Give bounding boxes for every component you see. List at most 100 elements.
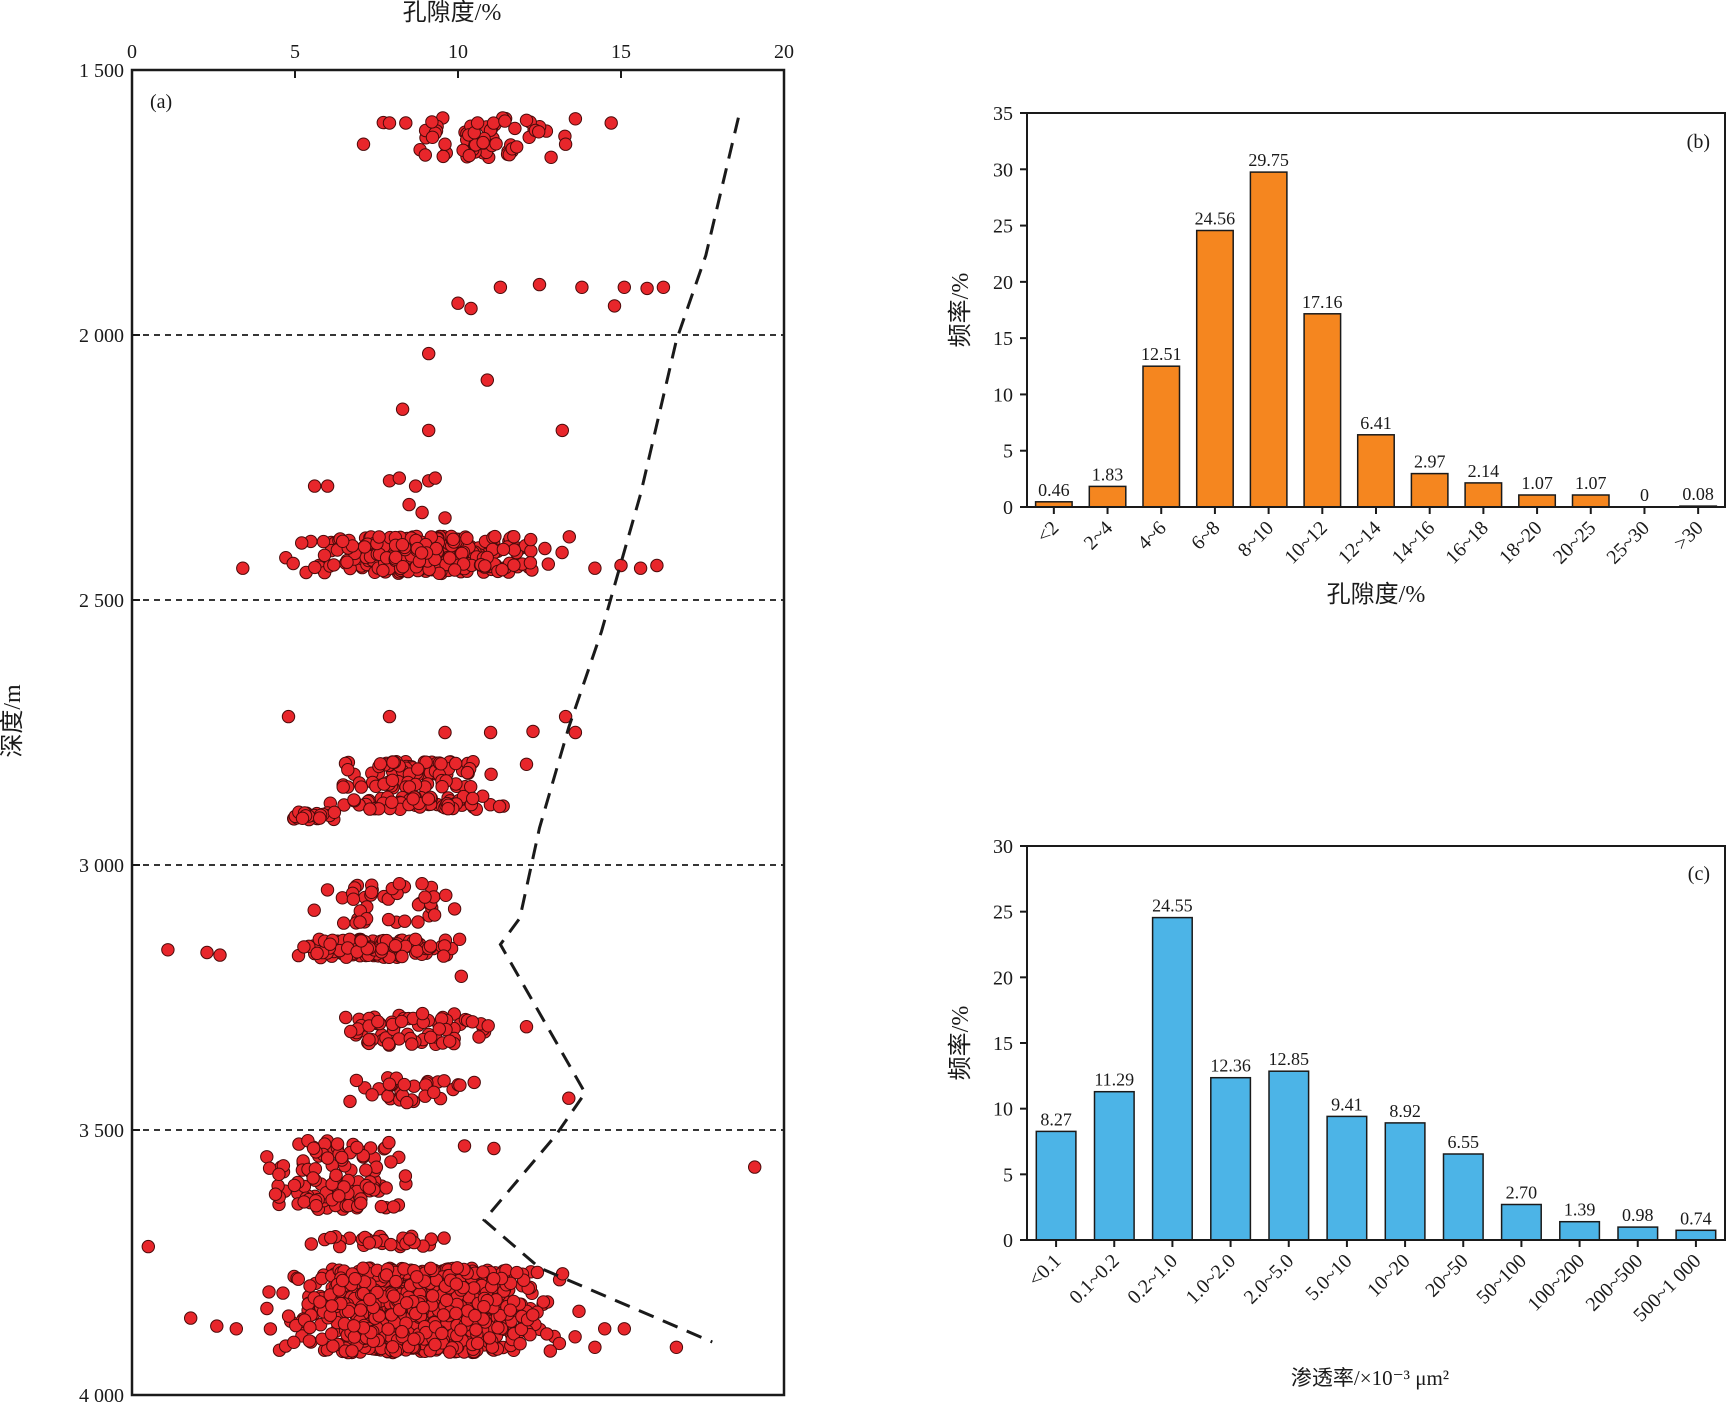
bar-value-label: 17.16 (1302, 292, 1343, 312)
data-point (327, 805, 342, 819)
data-point (514, 1322, 529, 1337)
data-point (344, 1024, 358, 1039)
data-point (469, 1323, 483, 1337)
data-point (341, 763, 355, 777)
x-tick-label: 0 (127, 41, 137, 63)
y-axis-ticks: 0 5 10 15 20 25 30 35 (993, 103, 1027, 519)
data-point (480, 373, 494, 387)
x-tick-label: 14~16 (1388, 517, 1439, 568)
data-point (402, 497, 416, 512)
bar (1617, 1226, 1659, 1241)
data-point (281, 1309, 296, 1323)
data-point (268, 1187, 283, 1201)
data-point (466, 791, 480, 806)
data-point (330, 1137, 345, 1151)
data-point (437, 1074, 451, 1088)
bar (1356, 434, 1395, 508)
data-point (449, 1277, 463, 1291)
data-point (422, 346, 436, 361)
bar-value-label: 24.56 (1195, 209, 1236, 229)
data-point (568, 112, 583, 126)
data-point (357, 540, 372, 554)
data-point (141, 1239, 156, 1254)
data-point (281, 709, 296, 724)
data-point (617, 1322, 631, 1336)
data-point (447, 902, 462, 916)
data-point (354, 934, 368, 948)
data-point (422, 423, 436, 438)
data-point (495, 563, 509, 577)
data-point (410, 944, 424, 958)
data-point (507, 530, 521, 544)
x-tick-label: 16~18 (1441, 517, 1492, 568)
data-point (384, 1237, 398, 1252)
data-point (396, 560, 410, 574)
data-point (555, 545, 569, 560)
data-point (387, 1289, 401, 1303)
data-point (356, 137, 371, 151)
x-tick-label: 5 (290, 41, 300, 63)
bar (1151, 916, 1193, 1241)
data-point (389, 1274, 403, 1289)
panel-a-ylabel: 深度/m (0, 684, 26, 758)
data-point (487, 1272, 501, 1286)
data-point (395, 402, 410, 416)
data-point (436, 949, 451, 963)
y-tick-label: 30 (993, 159, 1013, 181)
data-point (337, 916, 351, 930)
y-tick-label: 5 (1003, 441, 1013, 463)
data-point (481, 1019, 495, 1033)
x-tick-label: 2.0~5.0 (1240, 1250, 1299, 1309)
data-point (468, 1308, 482, 1323)
data-point (363, 802, 377, 816)
x-tick-label: 50~100 (1472, 1250, 1531, 1309)
y-tick-label: 1 500 (79, 60, 124, 82)
data-point (297, 940, 311, 954)
data-point (437, 1231, 451, 1245)
x-tick-label: 10 (448, 41, 468, 63)
data-point (260, 1150, 274, 1164)
trend-line (481, 117, 740, 1344)
bar-value-label: 6.41 (1360, 413, 1392, 433)
data-point (453, 1078, 467, 1092)
data-point (387, 1200, 401, 1214)
bar (1268, 1070, 1310, 1241)
data-point (519, 757, 534, 771)
y-axis-ticks: 0 5 10 15 20 25 30 (993, 836, 1027, 1252)
porosity-histogram-panel: 0.46 1.83 12.51 24.56 29.75 17.16 6.41 2.97 2.14… (947, 103, 1726, 608)
data-point (436, 149, 450, 164)
data-point (353, 1303, 368, 1317)
data-point (302, 1334, 317, 1348)
data-point (236, 561, 250, 575)
data-point (161, 943, 175, 957)
data-point (439, 888, 453, 902)
data-point (389, 550, 403, 564)
data-point (572, 1304, 586, 1319)
data-point (438, 511, 452, 525)
data-point (346, 892, 361, 906)
x-tick-label: 10~20 (1363, 1250, 1414, 1301)
data-point (540, 1327, 554, 1341)
data-point (448, 563, 462, 577)
data-point (575, 280, 589, 294)
data-point (568, 725, 583, 740)
y-tick-label: 10 (993, 384, 1013, 406)
data-point (400, 1296, 414, 1310)
data-point (348, 1272, 362, 1286)
data-point (385, 795, 399, 809)
data-point (297, 1195, 311, 1209)
bar (1410, 472, 1449, 508)
data-point (427, 908, 442, 922)
data-point (394, 1014, 409, 1029)
data-point (382, 1077, 397, 1091)
data-point (347, 793, 361, 807)
data-point (543, 1344, 557, 1358)
data-point (496, 542, 511, 557)
data-point (340, 555, 354, 569)
x-tick-label: <0.1 (1024, 1250, 1065, 1291)
data-point (381, 1322, 395, 1336)
data-point (313, 811, 327, 825)
y-tick-label: 35 (993, 103, 1013, 125)
data-point (210, 1319, 224, 1333)
data-point (392, 877, 407, 891)
